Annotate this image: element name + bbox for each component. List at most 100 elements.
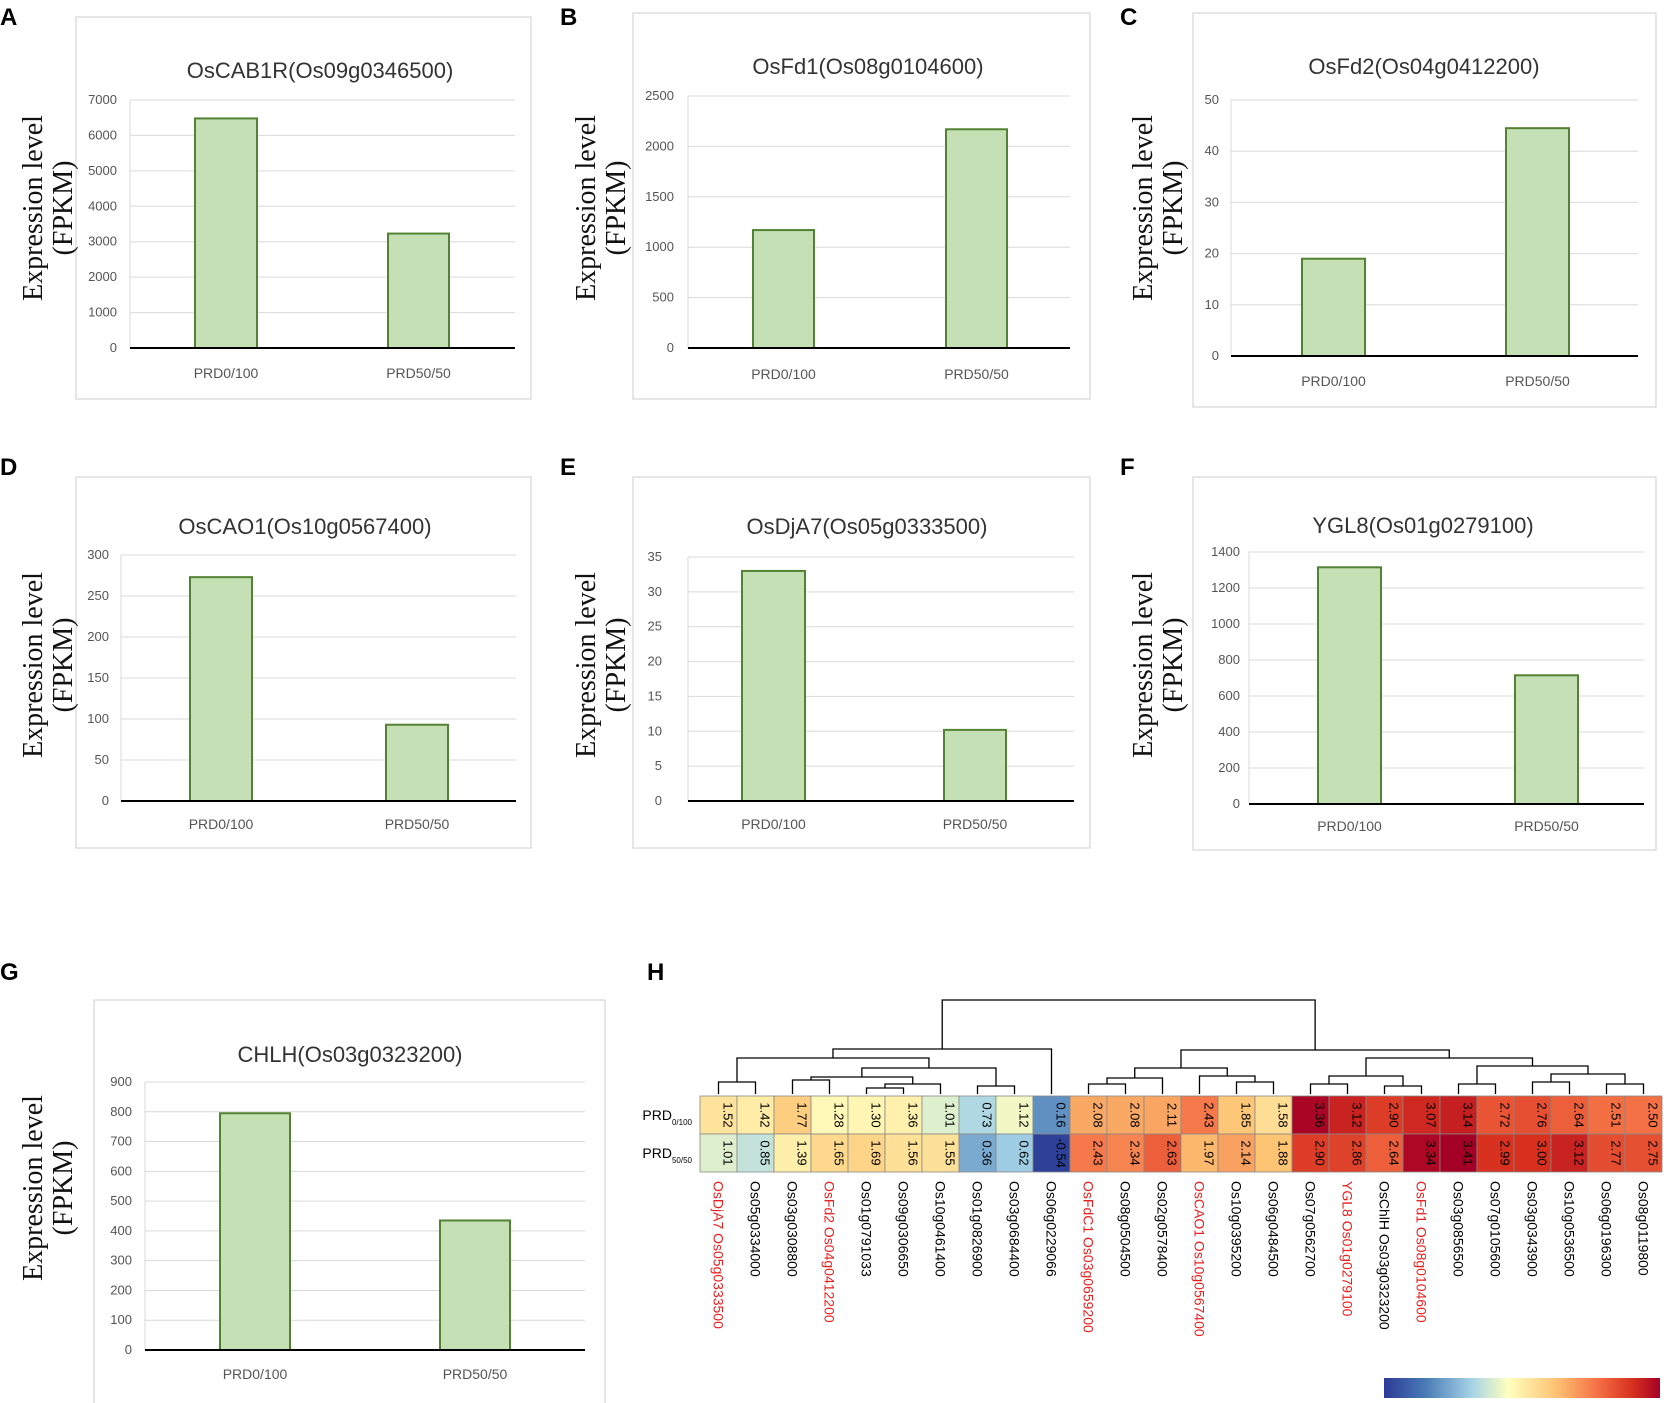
- heatmap-cell: [1476, 1095, 1515, 1135]
- x-category-label: PRD50/50: [386, 365, 451, 381]
- x-category-label: PRD50/50: [1505, 373, 1570, 389]
- bar-prd50-50: [385, 723, 449, 802]
- y-tick-label: 0: [110, 340, 117, 355]
- heatmap-cell: [1069, 1095, 1108, 1135]
- y-tick-label: 1200: [1211, 580, 1240, 595]
- heatmap-cell: [921, 1095, 960, 1135]
- heatmap-cell: [1069, 1133, 1108, 1173]
- heatmap-value: 1.39: [795, 1140, 810, 1165]
- panel-letter: E: [560, 454, 576, 481]
- y-tick-label: 40: [1205, 143, 1219, 158]
- x-category-label: PRD0/100: [1301, 373, 1366, 389]
- y-tick-label: 500: [110, 1193, 132, 1208]
- panel-letter: H: [647, 959, 664, 986]
- y-axis-label-line2: (FPKM): [601, 161, 632, 256]
- heatmap-value: 1.65: [832, 1140, 847, 1165]
- bar-prd0-100: [194, 117, 258, 350]
- heatmap-cell: [1291, 1133, 1330, 1173]
- heatmap-value: 3.12: [1572, 1140, 1587, 1165]
- y-axis-label: Expression level(FPKM): [1128, 572, 1189, 758]
- heatmap-gene-label: Os05g0334000: [748, 1181, 764, 1277]
- bar-prd0-100: [752, 229, 815, 349]
- x-category-label: PRD0/100: [194, 365, 259, 381]
- y-tick-label: 20: [1205, 246, 1219, 261]
- y-tick-label: 500: [652, 290, 674, 305]
- x-category-label: PRD0/100: [1317, 818, 1382, 834]
- heatmap-cell: [699, 1133, 738, 1173]
- y-tick-label: 0: [102, 793, 109, 808]
- y-tick-label: 1400: [1211, 544, 1240, 559]
- chart-title: OsCAB1R(Os09g0346500): [187, 58, 454, 83]
- heatmap-gene-label: Os03g0856500: [1451, 1181, 1467, 1277]
- heatmap-cell: [736, 1133, 775, 1173]
- heatmap-value: 0.16: [1054, 1102, 1069, 1127]
- y-axis-label: Expression level(FPKM): [571, 572, 632, 758]
- panel-g: G 0 100 200 300 400 500 600 700 800 900 PRD0/100 PRD…: [0, 959, 606, 1403]
- bar-prd50-50: [387, 232, 450, 350]
- y-tick-label: 2000: [88, 269, 117, 284]
- panel-letter: A: [0, 4, 17, 31]
- heatmap-value: 1.56: [906, 1140, 921, 1165]
- y-tick-label: 0: [655, 793, 662, 808]
- chart-frame: [632, 476, 1091, 849]
- heatmap-cell: [958, 1133, 997, 1173]
- heatmap-cell: [1106, 1133, 1145, 1173]
- heatmap-cell: [1550, 1095, 1589, 1135]
- heatmap-gene-label: YGL8 Os01g0279100: [1340, 1181, 1356, 1317]
- heatmap-cell: [1439, 1133, 1478, 1173]
- heatmap-value: 2.50: [1646, 1102, 1661, 1127]
- y-axis-label-line2: (FPKM): [1158, 161, 1189, 256]
- heatmap-gene-label: OsFdC1 Os03g0659200: [1081, 1181, 1097, 1333]
- heatmap-value: 1.77: [795, 1102, 810, 1127]
- heatmap-value: 3.36: [1313, 1102, 1328, 1127]
- row-label-main: PRD: [642, 1145, 672, 1161]
- bar-prd50-50: [439, 1219, 511, 1352]
- heatmap-cell: [1106, 1095, 1145, 1135]
- heatmap-gene-label: OsCAO1 Os10g0567400: [1192, 1181, 1208, 1337]
- heatmap-cell: [1624, 1133, 1663, 1173]
- heatmap-gene-label: Os07g0562700: [1303, 1181, 1319, 1277]
- y-tick-label: 900: [110, 1074, 132, 1089]
- heatmap-cell: [1365, 1133, 1404, 1173]
- y-tick-label: 3000: [88, 234, 117, 249]
- y-axis-label: Expression level(FPKM): [18, 572, 79, 758]
- heatmap-gene-label: Os08g0504500: [1118, 1181, 1134, 1277]
- y-tick-label: 50: [95, 752, 109, 767]
- heatmap-value: 1.01: [721, 1140, 736, 1165]
- heatmap-value: 1.97: [1202, 1140, 1217, 1165]
- heatmap-value: 2.90: [1313, 1140, 1328, 1165]
- chart-title: CHLH(Os03g0323200): [237, 1042, 462, 1067]
- heatmap-cell: [1254, 1133, 1293, 1173]
- y-tick-label: 0: [1233, 796, 1240, 811]
- heatmap-gene-label: Os10g0461400: [933, 1181, 949, 1277]
- heatmap-value: 2.75: [1646, 1140, 1661, 1165]
- y-tick-label: 600: [110, 1163, 132, 1178]
- y-axis-label: Expression level(FPKM): [571, 115, 632, 301]
- dendrogram-branch: [1235, 1081, 1275, 1094]
- dendrogram-branch: [976, 1085, 1016, 1094]
- y-tick-label: 2000: [645, 138, 674, 153]
- panel-letter: C: [1120, 4, 1137, 31]
- heatmap-gene-label: Os03g0684400: [1007, 1181, 1023, 1277]
- heatmap-gene-label: Os09g0306650: [896, 1181, 912, 1277]
- chart-frame: [1192, 12, 1657, 408]
- heatmap-value: 2.76: [1535, 1102, 1550, 1127]
- dendrogram-branch: [832, 1048, 1053, 1094]
- y-tick-label: 1500: [645, 189, 674, 204]
- heatmap-cell: [1217, 1133, 1256, 1173]
- heatmap-gene-label: Os03g0343900: [1525, 1181, 1541, 1277]
- bar-prd0-100: [741, 569, 806, 803]
- heatmap-gene-label: Os01g0791033: [859, 1181, 875, 1277]
- dendrogram-branch: [1383, 1085, 1423, 1094]
- heatmap-cell: [773, 1133, 812, 1173]
- dendrogram-branch: [1106, 1077, 1164, 1094]
- heatmap-cell: [921, 1133, 960, 1173]
- bar-prd50-50: [945, 128, 1008, 349]
- panel-letter: F: [1120, 454, 1135, 481]
- heatmap-gene-label: Os06g0229066: [1044, 1181, 1060, 1277]
- heatmap-cell: [1587, 1133, 1626, 1173]
- heatmap-gene-label: OsChlH Os03g0323200: [1377, 1181, 1393, 1330]
- y-axis-label-line1: Expression level: [18, 572, 49, 758]
- heatmap-value: 1.85: [1239, 1102, 1254, 1127]
- heatmap-cell: [736, 1095, 775, 1135]
